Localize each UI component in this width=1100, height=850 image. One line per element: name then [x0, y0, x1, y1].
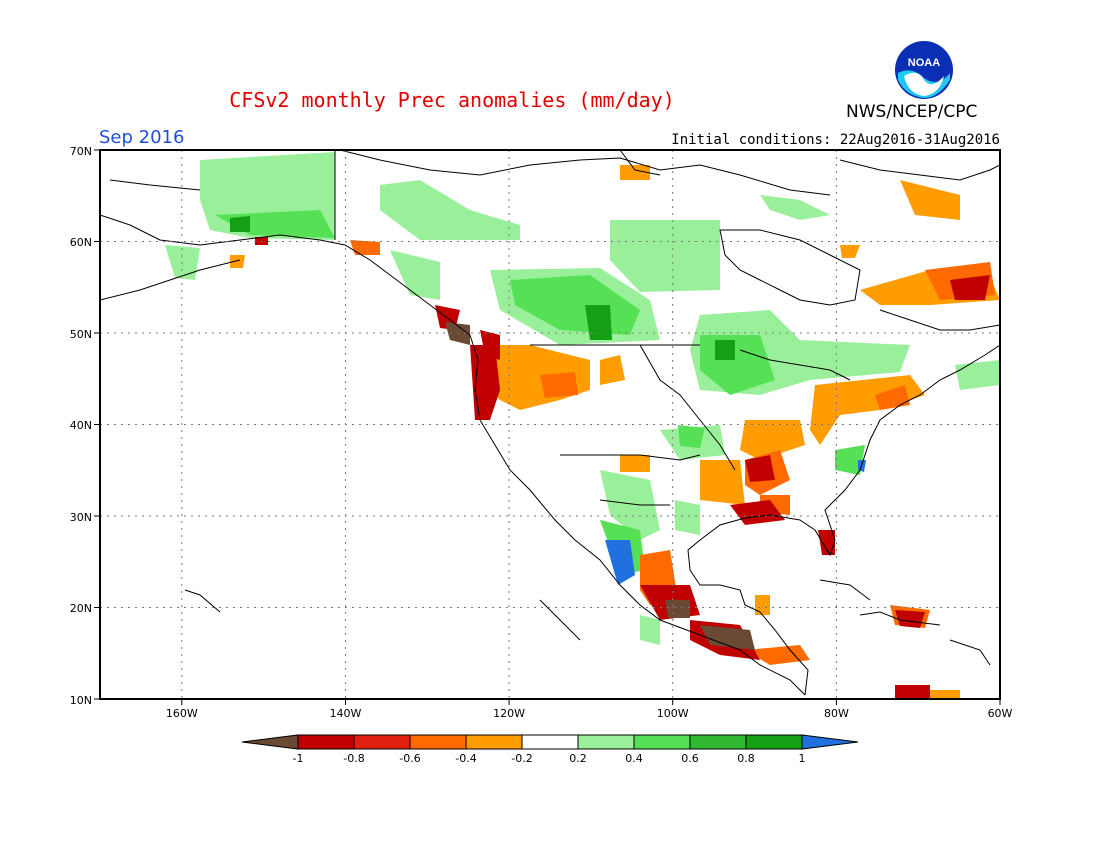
- colorbar-label: -0.4: [455, 752, 476, 765]
- lon-label-100w: 100W: [657, 707, 689, 720]
- colorbar-label: 0.2: [569, 752, 587, 765]
- chart-title-text: CFSv2 monthly Prec anomalies (mm/day): [229, 88, 675, 112]
- lon-label-120w: 120W: [493, 707, 525, 720]
- lat-label-60n: 60N: [70, 236, 92, 249]
- tick-marks: [94, 149, 1001, 705]
- agency-label: NWS/NCEP/CPC: [846, 102, 978, 122]
- lat-label-30n: 30N: [70, 511, 92, 524]
- graticule: [100, 150, 1000, 699]
- lon-tick-labels: 160W 140W 120W 100W 80W 60W: [166, 707, 1013, 720]
- colorbar-swatch: [409, 734, 467, 750]
- coastlines: [100, 150, 1000, 696]
- lat-tick-labels: 10N 20N 30N 40N 50N 60N 70N: [70, 145, 92, 707]
- noaa-logo: NOAA: [895, 41, 953, 99]
- colorbar-swatch: [521, 734, 579, 750]
- anomaly-positive-strong: [230, 216, 735, 360]
- colorbar-swatch: [577, 734, 635, 750]
- colorbar-arrow-low: [241, 734, 299, 750]
- colorbar-swatch: [465, 734, 523, 750]
- colorbar-label: -0.6: [399, 752, 420, 765]
- lon-label-60w: 60W: [988, 707, 1013, 720]
- lon-label-80w: 80W: [824, 707, 849, 720]
- lon-label-140w: 140W: [330, 707, 362, 720]
- lat-label-20n: 20N: [70, 602, 92, 615]
- colorbar-swatch: [745, 734, 803, 750]
- chart-title: CFSv2 monthly Prec anomalies (mm/day): [0, 88, 1100, 112]
- anomaly-shading: [165, 152, 1000, 699]
- lat-label-40n: 40N: [70, 419, 92, 432]
- colorbar-label: 0.4: [625, 752, 643, 765]
- colorbar-arrow-high: [801, 734, 859, 750]
- lat-label-10n: 10N: [70, 694, 92, 707]
- colorbar-label: 0.6: [681, 752, 699, 765]
- colorbar-swatch: [353, 734, 411, 750]
- colorbar-swatch: [633, 734, 691, 750]
- initial-conditions: Initial conditions: 22Aug2016-31Aug2016: [671, 132, 1000, 148]
- colorbar-label: -1: [293, 752, 304, 765]
- colorbar-label: -0.8: [343, 752, 364, 765]
- lat-label-70n: 70N: [70, 145, 92, 158]
- lat-label-50n: 50N: [70, 328, 92, 341]
- logo-text: NOAA: [908, 57, 940, 69]
- lon-label-160w: 160W: [166, 707, 198, 720]
- colorbar-swatch: [689, 734, 747, 750]
- forecast-period: Sep 2016: [99, 127, 185, 148]
- colorbar: -1 -0.8 -0.6 -0.4 -0.2 0.2 0.4 0.6 0.8 1: [241, 734, 859, 765]
- colorbar-label: -0.2: [511, 752, 532, 765]
- colorbar-swatch: [297, 734, 355, 750]
- colorbar-label: 1: [799, 752, 806, 765]
- colorbar-label: 0.8: [737, 752, 755, 765]
